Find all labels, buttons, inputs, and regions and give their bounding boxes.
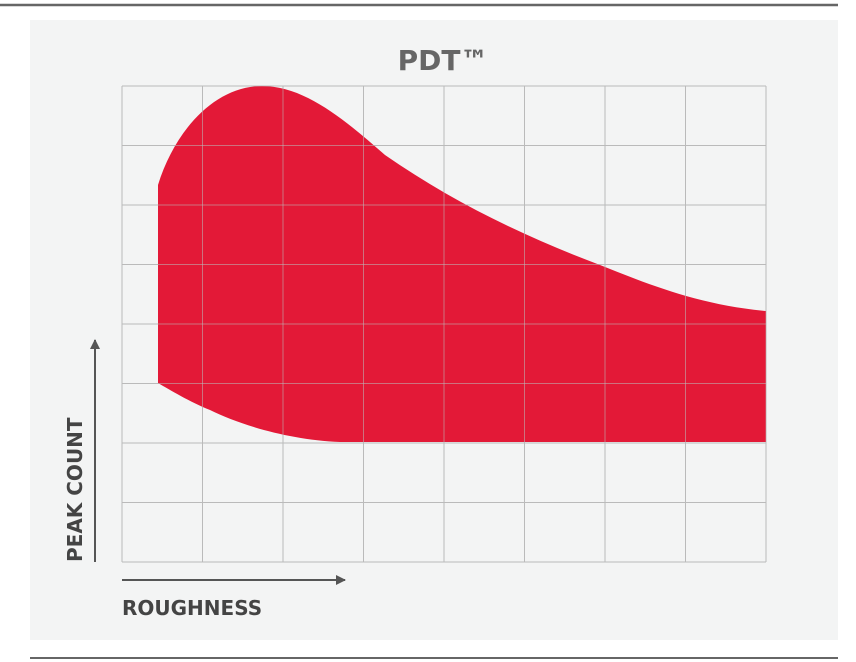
x-axis-label: ROUGHNESS bbox=[122, 596, 262, 620]
y-axis-label: PEAK COUNT bbox=[63, 417, 87, 562]
grid-overlay bbox=[121, 85, 767, 563]
title: PDT™ bbox=[398, 44, 489, 77]
